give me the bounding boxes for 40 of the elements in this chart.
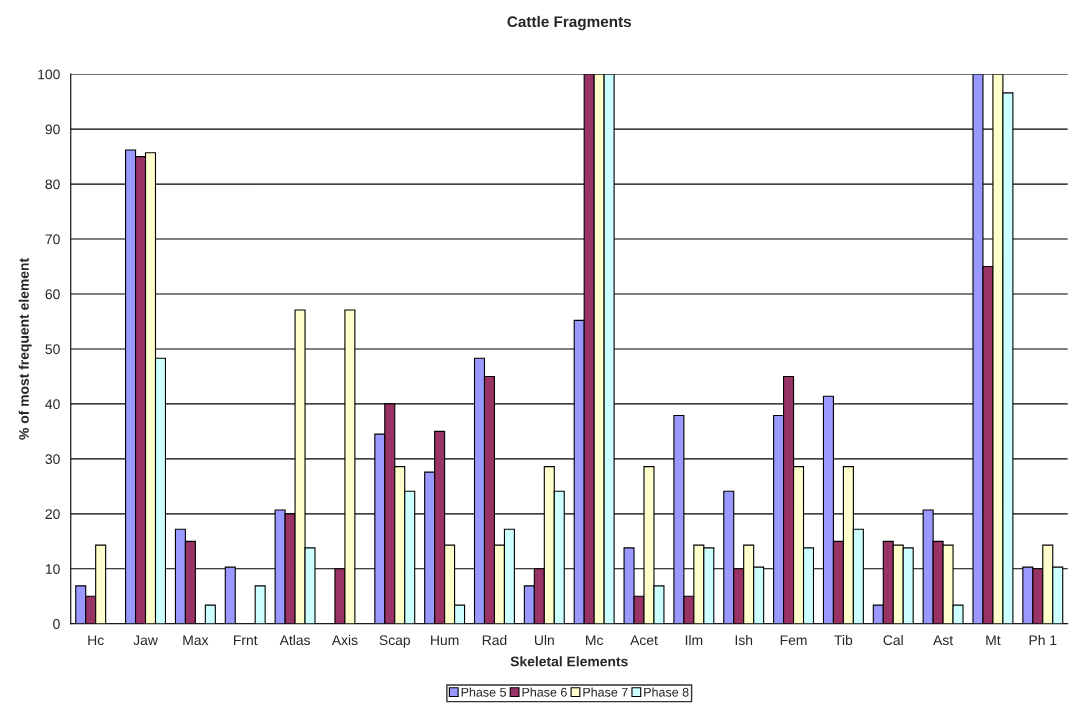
chart-title: Cattle Fragments [507,15,632,31]
x-tick-label: Tib [834,634,853,646]
x-tick-label: Ish [735,634,753,646]
x-tick-label: Cal [883,634,903,646]
x-tick-label: Rad [482,634,507,646]
y-tick-label: 60 [45,289,60,300]
x-tick-label: Hc [88,635,104,646]
y-tick-label: 40 [45,399,60,410]
x-tick-label: Ast [933,635,954,646]
y-tick-label: 10 [45,564,60,574]
x-axis-title: Skeletal Elements [510,656,628,667]
x-tick-label: Frnt [234,635,258,646]
x-tick-label: Ph 1 [1029,634,1057,645]
y-tick-label: 50 [45,344,60,355]
x-tick-label: Mc [586,635,604,646]
x-tick-label: Axis [331,634,358,646]
legend-label: Phase 5 [461,687,506,697]
bar [204,604,216,624]
y-tick-label: 0 [53,619,60,629]
x-tick-label: Hum [431,635,459,646]
legend-label: Phase 8 [644,687,689,697]
x-tick-label: Acet [630,635,658,646]
y-tick-label: 80 [45,179,60,190]
x-tick-label: Max [183,635,209,646]
legend-label: Phase 6 [522,687,567,697]
y-axis-title: % of most frequent element [18,258,32,440]
x-tick-label: Uln [534,634,554,646]
x-tick-label: Atlas [279,634,311,646]
x-tick-label: Ilm [685,634,703,645]
x-tick-label: Scap [379,635,411,648]
bar [254,585,266,624]
y-tick-label: 90 [45,124,60,135]
y-tick-label: 20 [45,509,60,520]
y-tick-label: 100 [38,69,60,80]
x-tick-label: Mt [986,635,1001,646]
x-tick-label: Fem [780,635,807,646]
x-tick-label: Jaw [133,635,158,646]
y-tick-label: 30 [45,454,60,465]
legend-label: Phase 7 [583,687,628,697]
y-tick-label: 70 [45,234,60,245]
